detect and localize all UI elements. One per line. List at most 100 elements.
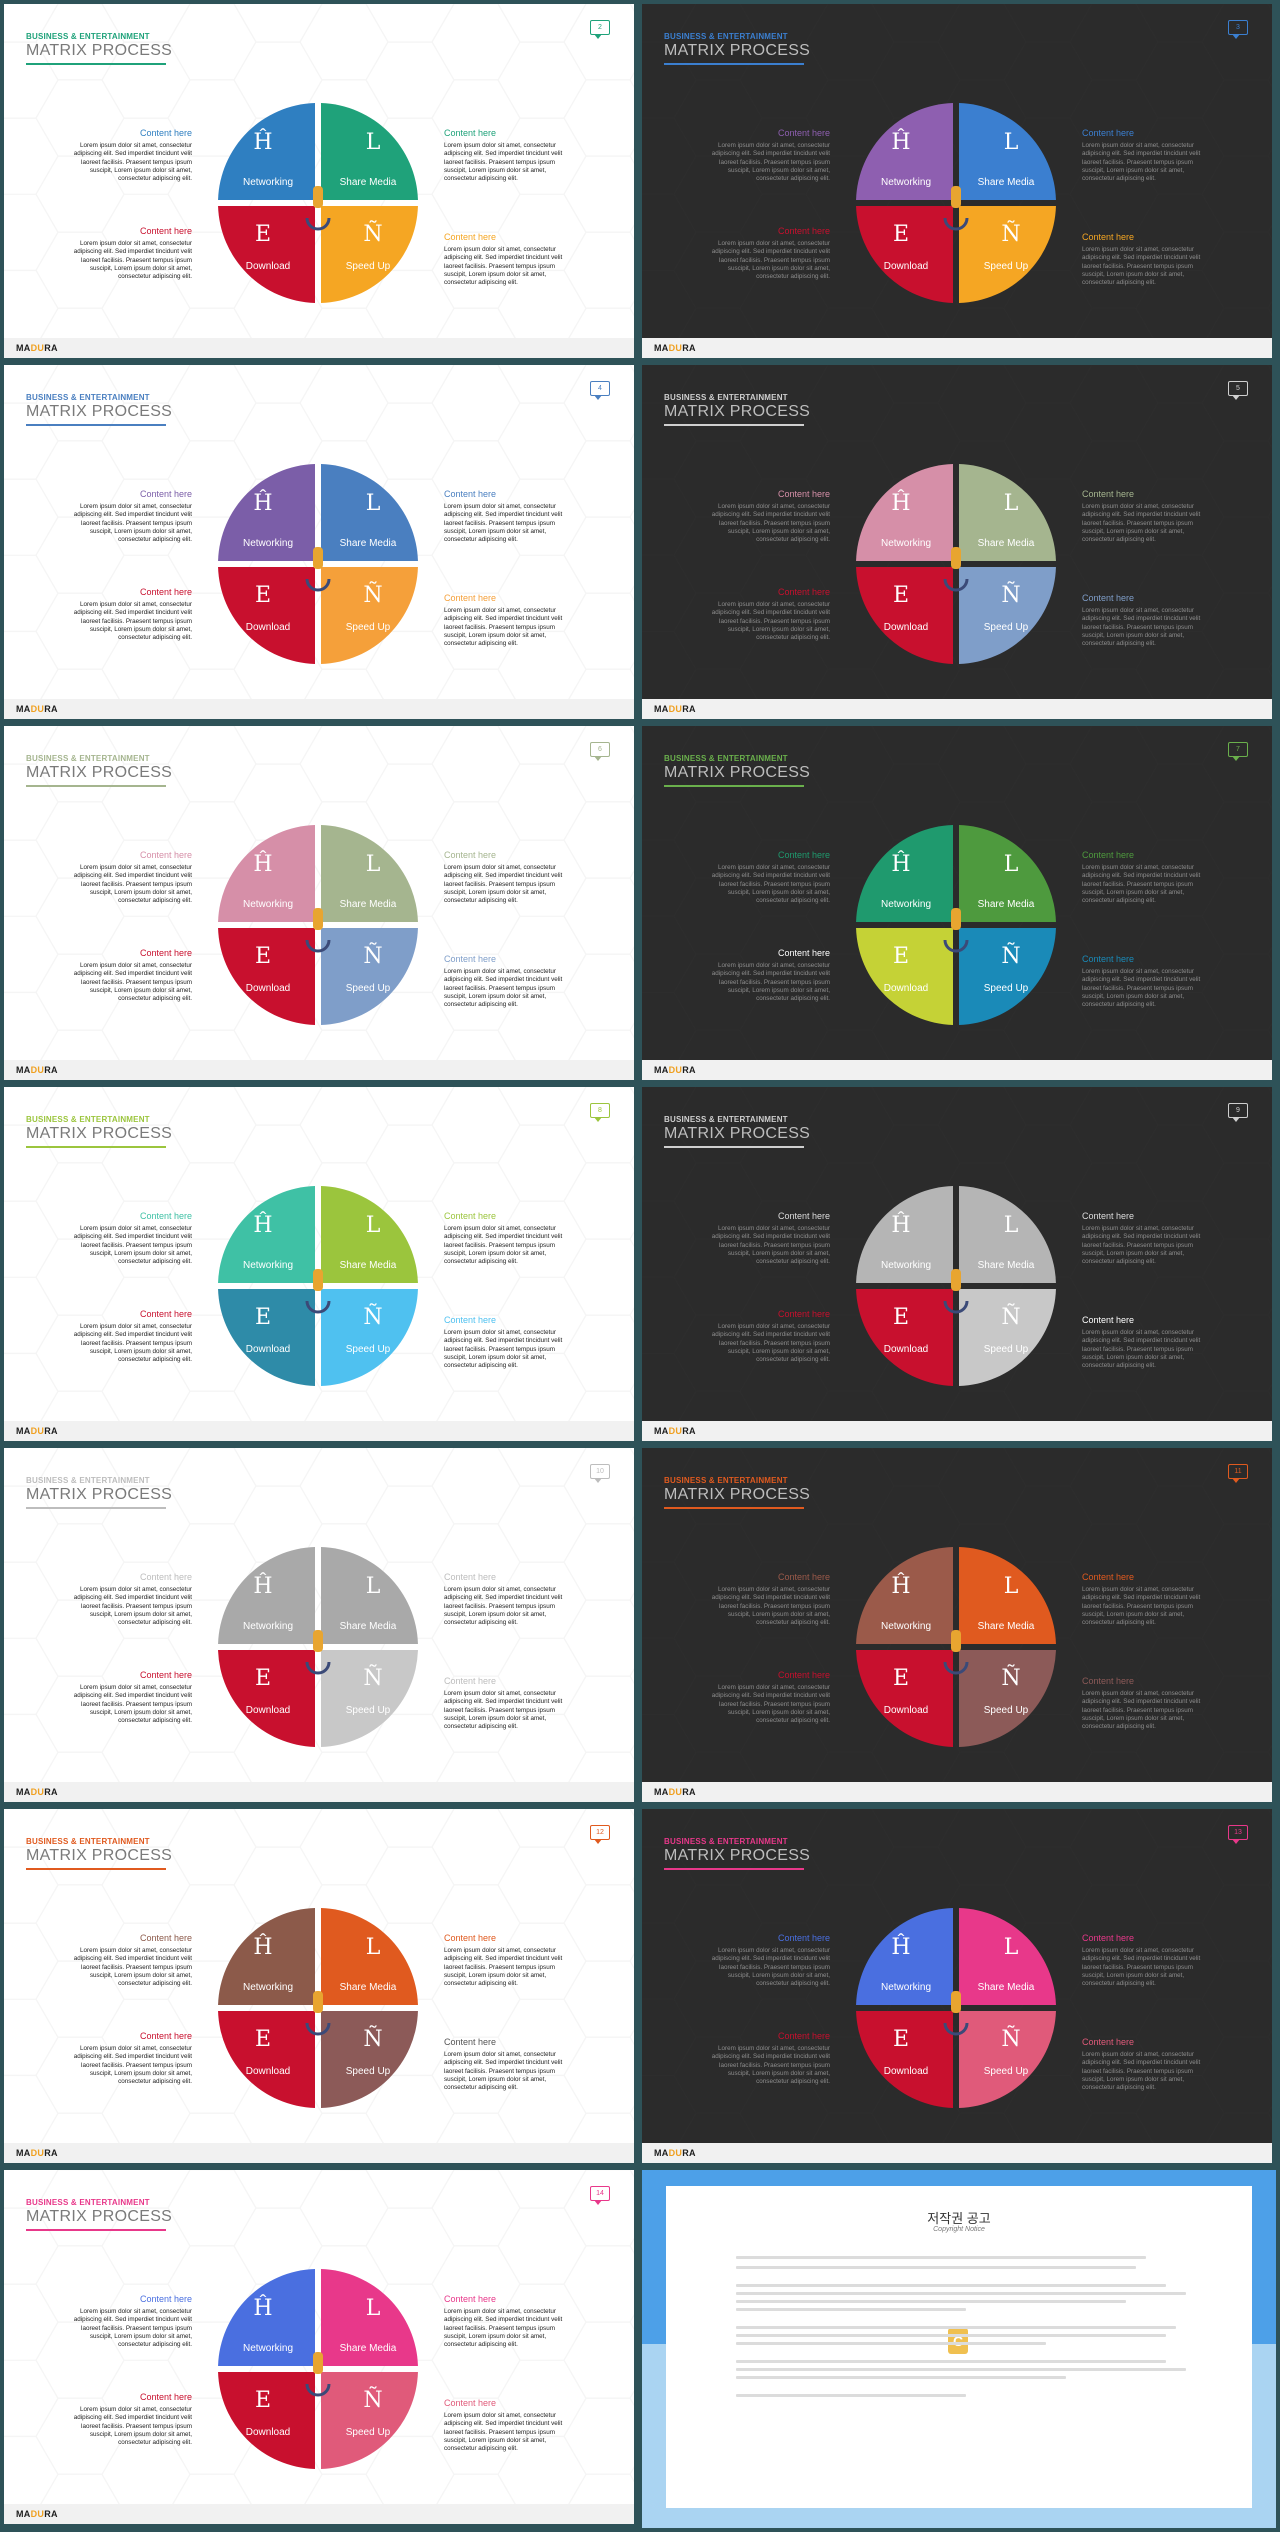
slide-tag: BUSINESS & ENTERTAINMENT [26, 393, 150, 402]
title-underline [26, 1507, 166, 1509]
quadrant-networking [218, 825, 315, 922]
quadrant-letter: E [893, 944, 909, 969]
content-body: Lorem ipsum dolor sit amet, consectetur … [444, 246, 563, 287]
quadrant-letter: E [255, 583, 271, 608]
padlock-icon [313, 547, 323, 569]
content-body: Lorem ipsum dolor sit amet, consectetur … [711, 1586, 830, 1627]
quadrant-share-media [959, 464, 1056, 561]
quadrant-label: Download [246, 2066, 290, 2077]
slide-12: BUSINESS & ENTERTAINMENT MATRIX PROCESS 12… [4, 1809, 634, 2163]
quadrant-letter: E [255, 1666, 271, 1691]
quadrant-networking [856, 825, 953, 922]
content-top-right: Content here Lorem ipsum dolor sit amet, … [1082, 128, 1212, 183]
slide-title: MATRIX PROCESS [26, 2208, 173, 2225]
notice-text-line [736, 2308, 966, 2311]
content-heading: Content here [1082, 1572, 1135, 1582]
page-number-badge: 14 [590, 2186, 610, 2205]
quadrant-label: Share Media [340, 1260, 397, 1271]
slide-title: MATRIX PROCESS [664, 1486, 811, 1503]
content-bottom-right: Content here Lorem ipsum dolor sit amet, … [1082, 1676, 1212, 1731]
content-body: Lorem ipsum dolor sit amet, consectetur … [73, 1586, 192, 1627]
content-heading: Content here [139, 2031, 192, 2041]
content-top-left: Content here Lorem ipsum dolor sit amet, … [62, 850, 192, 905]
content-body: Lorem ipsum dolor sit amet, consectetur … [711, 2045, 830, 2086]
matrix-circle: Ĥ Networking L Share Media E Download Ñ Speed U… [218, 2269, 418, 2469]
content-top-right: Content here Lorem ipsum dolor sit amet, … [444, 489, 574, 544]
content-body: Lorem ipsum dolor sit amet, consectetur … [73, 2308, 192, 2349]
quadrant-download [856, 1289, 953, 1386]
slide-10: BUSINESS & ENTERTAINMENT MATRIX PROCESS 10… [4, 1448, 634, 1802]
content-bottom-left: Content here Lorem ipsum dolor sit amet, … [700, 948, 830, 1003]
content-body: Lorem ipsum dolor sit amet, consectetur … [1082, 1586, 1201, 1627]
content-bottom-right: Content here Lorem ipsum dolor sit amet, … [444, 2037, 574, 2092]
brand-prefix: MA [16, 1065, 31, 1075]
quadrant-label: Share Media [340, 2343, 397, 2354]
quadrant-networking [856, 103, 953, 200]
brand-logo: MADURA [654, 704, 696, 714]
content-top-right: Content here Lorem ipsum dolor sit amet, … [1082, 1572, 1212, 1627]
connector-ring [943, 939, 969, 953]
connector-ring [305, 2383, 331, 2397]
slide-tag: BUSINESS & ENTERTAINMENT [26, 32, 150, 41]
content-heading: Content here [777, 226, 830, 236]
brand-accent: DU [668, 1065, 683, 1075]
quadrant-networking [218, 2269, 315, 2366]
content-heading: Content here [444, 232, 497, 242]
title-underline [26, 1146, 166, 1148]
content-heading: Content here [1082, 1676, 1135, 1686]
quadrant-letter: E [255, 2388, 271, 2413]
brand-prefix: MA [16, 343, 31, 353]
slide-footer: MADURA [4, 1421, 634, 1441]
padlock-icon [313, 2352, 323, 2374]
quadrant-share-media [959, 825, 1056, 922]
quadrant-letter: Ĥ [253, 1933, 272, 1960]
content-body: Lorem ipsum dolor sit amet, consectetur … [711, 601, 830, 642]
connector-ring [305, 1300, 331, 1314]
quadrant-letter: L [1004, 852, 1019, 877]
quadrant-label: Share Media [978, 1982, 1035, 1993]
content-bottom-left: Content here Lorem ipsum dolor sit amet, … [700, 226, 830, 281]
padlock-icon [951, 186, 961, 208]
content-body: Lorem ipsum dolor sit amet, consectetur … [444, 2308, 563, 2349]
matrix-circle: Ĥ Networking L Share Media E Download Ñ Speed U… [856, 1547, 1056, 1747]
quadrant-speed-up [321, 206, 418, 303]
brand-logo: MADURA [16, 704, 58, 714]
slide-footer: MADURA [642, 2143, 1272, 2163]
content-heading: Content here [444, 489, 497, 499]
quadrant-label: Download [246, 2427, 290, 2438]
content-heading: Content here [444, 2294, 497, 2304]
content-body: Lorem ipsum dolor sit amet, consectetur … [444, 2412, 563, 2453]
quadrant-download [218, 206, 315, 303]
matrix-circle: Ĥ Networking L Share Media E Download Ñ Speed U… [856, 464, 1056, 664]
quadrant-speed-up [959, 2011, 1056, 2108]
slide-8: BUSINESS & ENTERTAINMENT MATRIX PROCESS 8 C… [4, 1087, 634, 1441]
page-number-badge: 7 [1228, 742, 1248, 761]
content-heading: Content here [444, 1211, 497, 1221]
hexagon-background [642, 726, 1272, 1080]
content-top-right: Content here Lorem ipsum dolor sit amet, … [444, 1211, 574, 1266]
content-body: Lorem ipsum dolor sit amet, consectetur … [73, 2406, 192, 2447]
quadrant-speed-up [959, 567, 1056, 664]
quadrant-label: Networking [243, 1260, 293, 1271]
content-top-right: Content here Lorem ipsum dolor sit amet, … [1082, 489, 1212, 544]
quadrant-label: Download [884, 261, 928, 272]
quadrant-label: Networking [243, 1621, 293, 1632]
brand-accent: DU [30, 704, 45, 714]
quadrant-share-media [321, 1908, 418, 2005]
page-number-badge: 4 [590, 381, 610, 400]
content-heading: Content here [777, 948, 830, 958]
brand-prefix: MA [16, 2148, 31, 2158]
page-number-badge: 9 [1228, 1103, 1248, 1122]
content-top-left: Content here Lorem ipsum dolor sit amet, … [62, 2294, 192, 2349]
quadrant-download [856, 567, 953, 664]
slide-tag: BUSINESS & ENTERTAINMENT [664, 1837, 788, 1846]
quadrant-letter: E [893, 1666, 909, 1691]
brand-logo: MADURA [654, 1426, 696, 1436]
quadrant-download [856, 1650, 953, 1747]
content-top-left: Content here Lorem ipsum dolor sit amet, … [700, 489, 830, 544]
content-top-left: Content here Lorem ipsum dolor sit amet, … [700, 850, 830, 905]
quadrant-letter: Ñ [363, 580, 382, 608]
content-top-right: Content here Lorem ipsum dolor sit amet, … [444, 1933, 574, 1988]
slide-tag: BUSINESS & ENTERTAINMENT [664, 1115, 788, 1124]
content-heading: Content here [139, 489, 192, 499]
